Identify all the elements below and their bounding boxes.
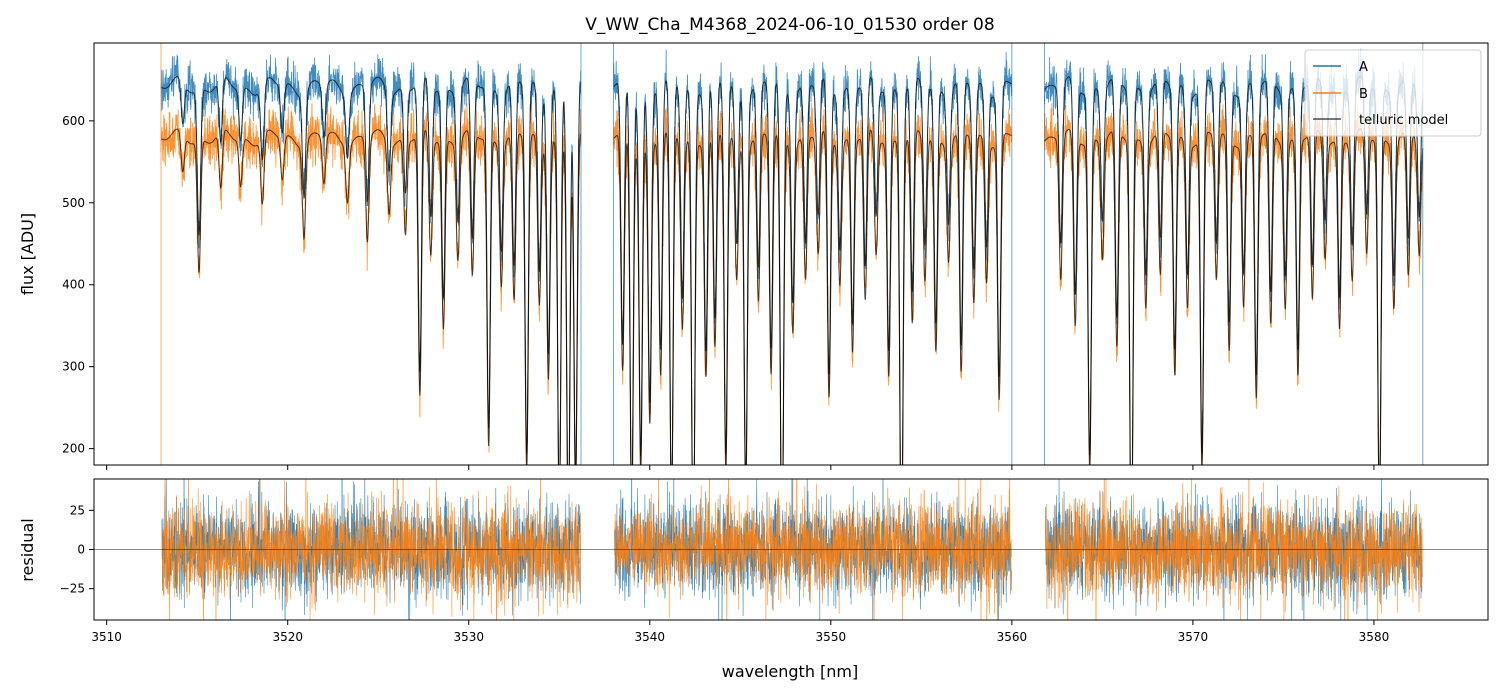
residual-x-tick-label: 3550: [816, 630, 847, 644]
residual-x-tick-label: 3580: [1359, 630, 1390, 644]
residual-x-tick-label: 3510: [91, 630, 122, 644]
flux-x-ticks: [106, 465, 1375, 470]
telluric-model-b-segment-1: [160, 128, 582, 465]
telluric-model-b-segment-2: [613, 129, 1012, 465]
series-b-segment-1: [160, 103, 582, 465]
flux-y-tick-label: 200: [62, 442, 85, 456]
residual-b-segment-3: [1045, 479, 1423, 620]
residual-x-tick-label: 3570: [1178, 630, 1209, 644]
flux-panel: 200 300 400 500 600 flux [ADU] A B telluric …: [18, 42, 1489, 470]
residual-b-segment-2: [614, 479, 1012, 620]
residual-y-tick-label: 0: [77, 543, 85, 557]
legend-box: [1304, 49, 1482, 137]
residual-x-tick-label: 3520: [272, 630, 303, 644]
residual-y-ticks: −25 0 25: [60, 503, 94, 596]
flux-y-label: flux [ADU]: [18, 213, 37, 295]
flux-axes-frame: [93, 42, 1489, 466]
flux-y-tick-label: 500: [62, 196, 85, 210]
residual-x-tick-label: 3560: [997, 630, 1028, 644]
flux-y-ticks: 200 300 400 500 600: [62, 114, 94, 456]
residual-y-label: residual: [18, 518, 37, 581]
flux-y-tick-label: 300: [62, 360, 85, 374]
residual-b-segment-1: [161, 479, 581, 620]
residual-y-tick-label: 25: [70, 503, 85, 517]
legend-label-telluric: telluric model: [1359, 113, 1448, 128]
residual-plot-area: [94, 479, 1488, 620]
residual-x-tick-label: 3530: [453, 630, 484, 644]
legend: A B telluric model: [1304, 49, 1482, 137]
flux-y-tick-label: 400: [62, 278, 85, 292]
legend-label-a: A: [1359, 60, 1368, 75]
residual-x-tick-label: 3540: [635, 630, 666, 644]
telluric-model-a-segment-2: [613, 77, 1013, 465]
telluric-model-a-segment-1: [160, 75, 582, 465]
chart-title: V_WW_Cha_M4368_2024-06-10_01530 order 08: [585, 15, 994, 35]
legend-label-b: B: [1359, 87, 1368, 102]
flux-y-tick-label: 600: [62, 114, 85, 128]
residual-x-ticks: 3510 3520 3530 3540 3550 3560 3570 3580: [91, 620, 1389, 644]
x-axis-label: wavelength [nm]: [722, 662, 859, 681]
residual-y-tick-label: −25: [60, 582, 85, 596]
